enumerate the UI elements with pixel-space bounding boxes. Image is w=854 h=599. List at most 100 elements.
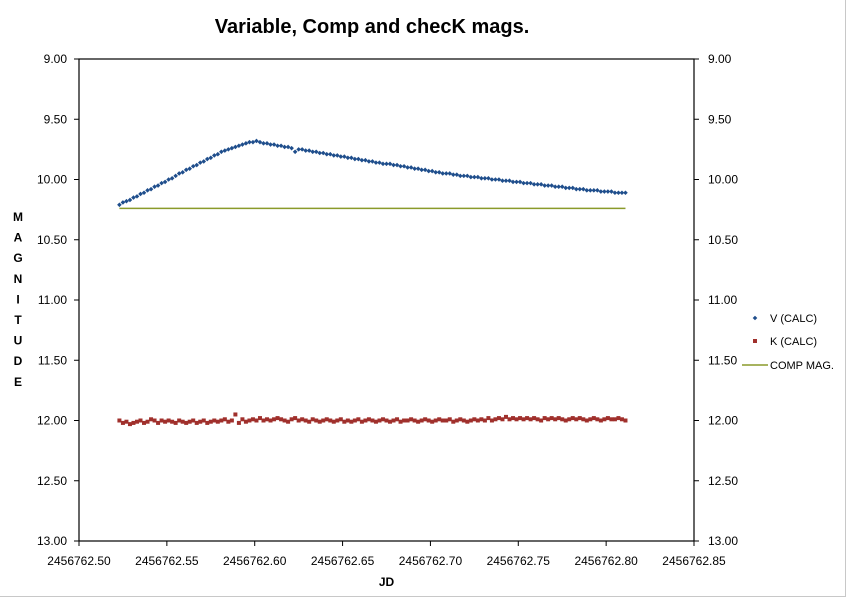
data-point bbox=[286, 419, 291, 424]
data-point bbox=[282, 144, 287, 150]
data-point bbox=[486, 175, 491, 181]
data-point bbox=[120, 420, 125, 425]
data-point bbox=[507, 417, 512, 422]
data-point bbox=[384, 418, 389, 423]
data-point bbox=[458, 173, 463, 179]
data-point bbox=[493, 417, 498, 422]
data-point bbox=[313, 149, 319, 155]
data-point bbox=[521, 417, 526, 422]
data-point bbox=[292, 149, 298, 155]
data-point bbox=[451, 419, 456, 424]
data-point bbox=[450, 172, 456, 177]
y-tick-label-right: 11.50 bbox=[708, 353, 737, 367]
data-point bbox=[514, 417, 519, 422]
data-point bbox=[187, 166, 192, 171]
data-point bbox=[236, 420, 241, 425]
data-point bbox=[265, 417, 270, 422]
y-tick-label-right: 10.50 bbox=[708, 233, 738, 247]
data-point bbox=[314, 418, 319, 423]
data-point bbox=[402, 418, 407, 423]
data-point bbox=[433, 169, 438, 175]
data-point bbox=[429, 168, 435, 174]
data-point bbox=[229, 418, 234, 423]
data-point bbox=[345, 418, 350, 423]
data-point bbox=[303, 418, 308, 423]
legend-item: K (CALC) bbox=[753, 336, 817, 348]
data-point bbox=[458, 417, 463, 422]
data-point bbox=[528, 180, 533, 186]
data-point bbox=[472, 174, 477, 180]
data-point bbox=[489, 418, 494, 423]
legend: V (CALC) K (CALC) COMP MAG. bbox=[742, 313, 834, 372]
data-point bbox=[226, 419, 231, 424]
y-tick-label-left: 10.00 bbox=[37, 173, 67, 187]
legend-item: V (CALC) bbox=[752, 313, 817, 325]
data-point bbox=[444, 418, 449, 423]
data-point bbox=[514, 179, 519, 185]
data-point bbox=[191, 418, 196, 423]
chart-title: Variable, Comp and checK mags. bbox=[214, 16, 530, 38]
data-point bbox=[243, 141, 249, 146]
data-point bbox=[219, 418, 224, 423]
data-point bbox=[142, 420, 147, 425]
y-axis-label-letter: M bbox=[13, 210, 23, 224]
data-point bbox=[623, 418, 628, 423]
data-point bbox=[525, 416, 530, 421]
data-point bbox=[352, 418, 357, 423]
data-point bbox=[166, 418, 171, 423]
legend-label: V (CALC) bbox=[770, 313, 817, 325]
y-axis-right: 9.00 9.50 10.00 10.50 11.00 11.50 12.00 12.50 13… bbox=[694, 52, 738, 548]
y-tick-label-left: 11.50 bbox=[38, 353, 67, 367]
data-point bbox=[415, 166, 421, 171]
data-point bbox=[127, 422, 132, 427]
x-tick-label: 2456762.65 bbox=[311, 554, 375, 568]
data-point bbox=[472, 417, 477, 422]
data-point bbox=[598, 189, 604, 194]
data-point bbox=[503, 178, 509, 184]
data-point bbox=[254, 418, 259, 423]
data-point bbox=[352, 156, 358, 162]
data-point bbox=[342, 419, 347, 424]
data-point bbox=[236, 143, 242, 149]
data-point bbox=[496, 416, 501, 421]
x-tick-label: 2456762.50 bbox=[47, 554, 111, 568]
data-point bbox=[511, 416, 516, 421]
data-point bbox=[222, 417, 227, 422]
data-point bbox=[563, 418, 568, 423]
data-point bbox=[208, 155, 214, 161]
data-point bbox=[162, 179, 168, 185]
data-point bbox=[138, 191, 143, 197]
data-point bbox=[549, 183, 554, 188]
data-point bbox=[303, 148, 308, 153]
data-point bbox=[468, 174, 474, 180]
data-point bbox=[169, 175, 175, 181]
data-point bbox=[584, 418, 589, 423]
data-point bbox=[479, 417, 484, 422]
data-point bbox=[373, 160, 379, 165]
data-point bbox=[145, 419, 150, 424]
data-point bbox=[145, 188, 150, 193]
data-point bbox=[482, 175, 488, 181]
data-point bbox=[395, 417, 400, 422]
data-point bbox=[328, 418, 333, 423]
data-point bbox=[310, 417, 315, 422]
data-point bbox=[591, 188, 597, 193]
data-point bbox=[215, 151, 221, 157]
y-tick-label-right: 12.50 bbox=[708, 474, 738, 488]
data-point bbox=[180, 169, 185, 175]
data-point bbox=[275, 416, 280, 421]
data-point bbox=[486, 416, 491, 421]
data-point bbox=[623, 190, 628, 196]
data-point bbox=[324, 417, 329, 422]
data-point bbox=[261, 418, 266, 423]
data-point bbox=[134, 419, 139, 424]
data-point bbox=[566, 185, 572, 191]
data-point bbox=[388, 419, 393, 424]
data-point bbox=[496, 177, 502, 182]
data-point bbox=[338, 417, 343, 422]
data-point bbox=[528, 417, 533, 422]
data-point bbox=[247, 418, 252, 423]
data-point bbox=[204, 156, 210, 162]
data-point bbox=[454, 418, 459, 423]
y-tick-label-right: 9.00 bbox=[708, 52, 732, 66]
